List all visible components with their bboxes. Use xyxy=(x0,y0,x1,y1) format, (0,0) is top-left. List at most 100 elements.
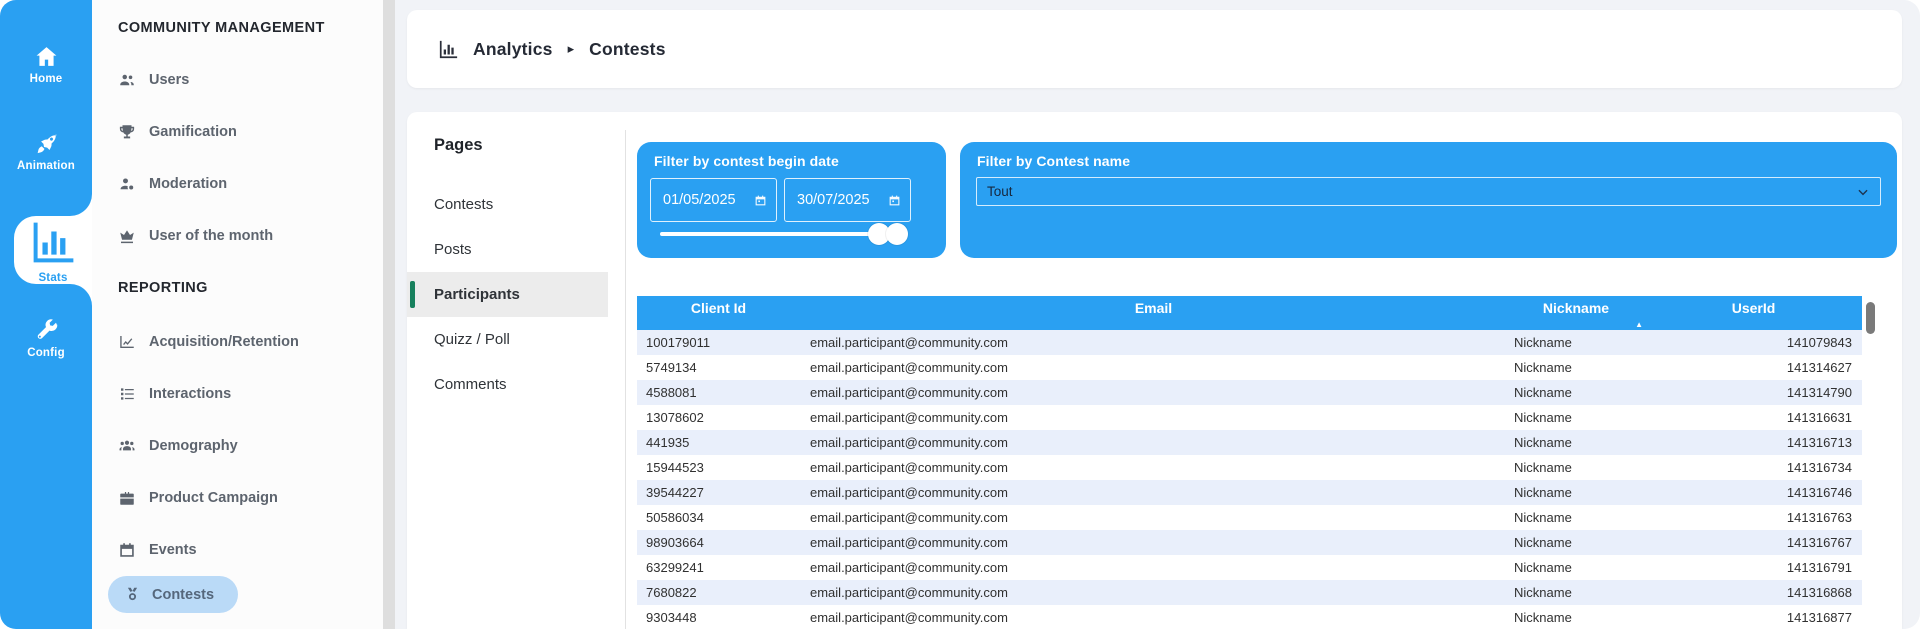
table-row[interactable]: 4588081 email.participant@community.com … xyxy=(637,380,1862,405)
page-item-contests[interactable]: Contests xyxy=(407,182,608,227)
home-icon xyxy=(36,47,56,66)
cell-userid: 141316767 xyxy=(1645,530,1862,555)
table-row[interactable]: 50586034 email.participant@community.com… xyxy=(637,505,1862,530)
column-header-client-id[interactable]: Client Id xyxy=(690,300,747,316)
rail-label-animation: Animation xyxy=(16,160,76,172)
cell-userid: 141316713 xyxy=(1645,430,1862,455)
analytics-icon xyxy=(439,40,458,58)
page-item-participants[interactable]: Participants xyxy=(407,272,608,317)
sidebar-label-gamification: Gamification xyxy=(149,124,237,140)
cell-client-id: 441935 xyxy=(637,430,800,455)
date-inputs-row: 01/05/2025 30/07/2025 xyxy=(650,178,911,222)
page-label-contests: Contests xyxy=(434,196,494,213)
people-icon xyxy=(119,440,135,451)
rail-item-home[interactable]: Home xyxy=(0,44,92,85)
wrench-icon xyxy=(37,319,57,339)
sidebar-item-acquisition-retention[interactable]: Acquisition/Retention xyxy=(118,316,383,368)
rail-item-animation[interactable]: Animation xyxy=(0,131,92,172)
cell-email: email.participant@community.com xyxy=(800,580,1507,605)
section-title-community-management: COMMUNITY MANAGEMENT xyxy=(118,20,325,36)
active-tab-curve-bottom xyxy=(70,284,92,306)
page-item-comments[interactable]: Comments xyxy=(407,362,608,407)
rail-item-config[interactable]: Config xyxy=(0,318,92,359)
sidebar: COMMUNITY MANAGEMENT Users Gamification … xyxy=(92,0,383,629)
cell-nickname: Nickname xyxy=(1514,360,1572,375)
contest-name-filter-card: Filter by Contest name Tout xyxy=(960,142,1897,258)
cell-email: email.participant@community.com xyxy=(810,360,1008,375)
sidebar-item-demography[interactable]: Demography xyxy=(118,420,383,472)
sidebar-scrollbar[interactable] xyxy=(383,0,395,629)
breadcrumb-root[interactable]: Analytics xyxy=(473,38,553,59)
table-row[interactable]: 7680822 email.participant@community.com … xyxy=(637,580,1862,605)
end-date-input[interactable]: 30/07/2025 xyxy=(784,178,911,222)
cell-client-id: 63299241 xyxy=(646,560,704,575)
cell-userid: 141316631 xyxy=(1786,410,1852,425)
selected-page-indicator xyxy=(410,281,415,308)
cell-client-id: 7680822 xyxy=(637,580,800,605)
cell-email: email.participant@community.com xyxy=(810,460,1008,475)
pages-list: Contests Posts Participants Quizz / Poll… xyxy=(407,182,608,407)
cell-nickname: Nickname xyxy=(1514,610,1572,625)
table-row[interactable]: 100179011 email.participant@community.co… xyxy=(637,330,1862,355)
date-range-slider-track[interactable] xyxy=(660,223,908,245)
cell-email: email.participant@community.com xyxy=(810,410,1008,425)
active-tab-curve-top xyxy=(70,194,92,216)
cell-client-id: 15944523 xyxy=(646,460,704,475)
cell-client-id: 9303448 xyxy=(646,610,697,625)
page-item-quizz-poll[interactable]: Quizz / Poll xyxy=(407,317,608,362)
cell-client-id: 50586034 xyxy=(646,510,704,525)
cell-userid: 141314627 xyxy=(1786,360,1852,375)
sidebar-item-contests[interactable]: Contests xyxy=(108,576,383,613)
moderator-icon xyxy=(120,178,134,190)
rail-item-stats-active[interactable]: Stats xyxy=(14,216,92,284)
sidebar-item-events[interactable]: Events xyxy=(118,524,383,576)
cell-nickname: Nickname xyxy=(1514,410,1572,425)
table-row[interactable]: 441935 email.participant@community.com N… xyxy=(637,430,1862,455)
cell-client-id: 13078602 xyxy=(646,410,704,425)
table-scrollbar-thumb[interactable] xyxy=(1866,302,1875,334)
sidebar-label-product-campaign: Product Campaign xyxy=(149,490,278,506)
rocket-icon xyxy=(37,134,57,154)
sidebar-item-interactions[interactable]: Interactions xyxy=(118,368,383,420)
start-date-input[interactable]: 01/05/2025 xyxy=(650,178,777,222)
sidebar-contests-active-pill: Contests xyxy=(108,576,239,613)
cell-userid: 141316877 xyxy=(1786,610,1852,625)
table-row[interactable]: 63299241 email.participant@community.com… xyxy=(637,555,1862,580)
table-row[interactable]: 98903664 email.participant@community.com… xyxy=(637,530,1862,555)
column-header-nickname[interactable]: Nickname ▲ xyxy=(1507,296,1645,330)
page-item-posts[interactable]: Posts xyxy=(407,227,608,272)
table-row[interactable]: 9303448 email.participant@community.com … xyxy=(637,605,1862,629)
cell-email: email.participant@community.com xyxy=(800,380,1507,405)
slider-handle-start[interactable] xyxy=(868,223,890,245)
cell-userid: 141316763 xyxy=(1786,510,1852,525)
briefcase-icon xyxy=(120,492,134,505)
chevron-down-icon xyxy=(1858,189,1868,195)
sidebar-item-users[interactable]: Users xyxy=(118,54,383,106)
table-row[interactable]: 13078602 email.participant@community.com… xyxy=(637,405,1862,430)
cell-client-id: 4588081 xyxy=(637,380,800,405)
contest-name-select[interactable]: Tout xyxy=(976,177,1881,206)
table-row[interactable]: 5749134 email.participant@community.com … xyxy=(637,355,1862,380)
sidebar-label-moderation: Moderation xyxy=(149,176,228,192)
sidebar-item-moderation[interactable]: Moderation xyxy=(118,158,383,210)
column-header-email[interactable]: Email xyxy=(1134,300,1173,316)
sidebar-item-gamification[interactable]: Gamification xyxy=(118,106,383,158)
column-header-userid[interactable]: UserId xyxy=(1731,300,1776,316)
cell-nickname: Nickname xyxy=(1507,530,1645,555)
table-row[interactable]: 39544227 email.participant@community.com… xyxy=(637,480,1862,505)
medal-icon xyxy=(127,587,138,601)
page-label-participants: Participants xyxy=(434,286,520,303)
sidebar-item-user-of-the-month[interactable]: User of the month xyxy=(118,210,383,262)
cell-userid: 141316868 xyxy=(1645,580,1862,605)
sidebar-label-user-of-the-month: User of the month xyxy=(149,228,274,244)
report-card: Pages Contests Posts Participants Quizz … xyxy=(407,112,1902,629)
table-header: Client Id Email Nickname ▲ UserId xyxy=(637,296,1862,330)
table-row[interactable]: 15944523 email.participant@community.com… xyxy=(637,455,1862,480)
end-date-value: 30/07/2025 xyxy=(797,192,870,208)
slider-handle-end[interactable] xyxy=(886,223,908,245)
sidebar-label-interactions: Interactions xyxy=(149,386,232,402)
sidebar-label-contests: Contests xyxy=(152,586,215,603)
sidebar-item-product-campaign[interactable]: Product Campaign xyxy=(118,472,383,524)
page-label-comments: Comments xyxy=(434,376,507,393)
rail-label-config: Config xyxy=(27,347,65,359)
